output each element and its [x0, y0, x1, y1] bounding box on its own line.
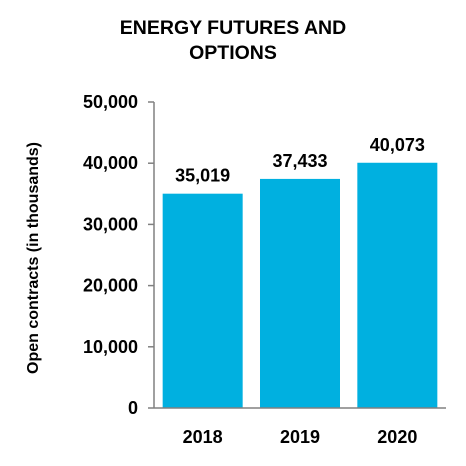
- x-axis-ticks: 2018 2019 2020: [183, 427, 418, 447]
- x-tick-label: 2020: [377, 427, 417, 447]
- chart-title-line-1: ENERGY FUTURES AND: [119, 17, 347, 39]
- chart-title-line-2: OPTIONS: [189, 42, 277, 64]
- x-tick-label: 2019: [280, 427, 320, 447]
- x-tick-label: 2018: [183, 427, 223, 447]
- data-label-2018: 35,019: [175, 166, 230, 186]
- y-axis-title: Open contracts (in thousands): [25, 142, 42, 374]
- bar-2020: [357, 162, 438, 408]
- y-tick-label: 50,000: [83, 92, 138, 112]
- y-tick-label: 20,000: [83, 276, 138, 296]
- data-label-2019: 37,433: [272, 151, 327, 171]
- bars: [162, 162, 438, 408]
- y-axis-ticks: 0 10,000 20,000 30,000 40,000 50,000: [83, 92, 154, 418]
- bar-2018: [162, 193, 243, 408]
- bar-2019: [260, 178, 340, 408]
- chart-title: ENERGY FUTURES AND OPTIONS: [0, 16, 466, 66]
- y-tick-label: 40,000: [83, 153, 138, 173]
- y-tick-label: 30,000: [83, 214, 138, 234]
- data-labels: 35,019 37,433 40,073: [175, 135, 425, 186]
- data-label-2020: 40,073: [370, 135, 425, 155]
- y-tick-label: 10,000: [83, 337, 138, 357]
- y-tick-label: 0: [128, 398, 138, 418]
